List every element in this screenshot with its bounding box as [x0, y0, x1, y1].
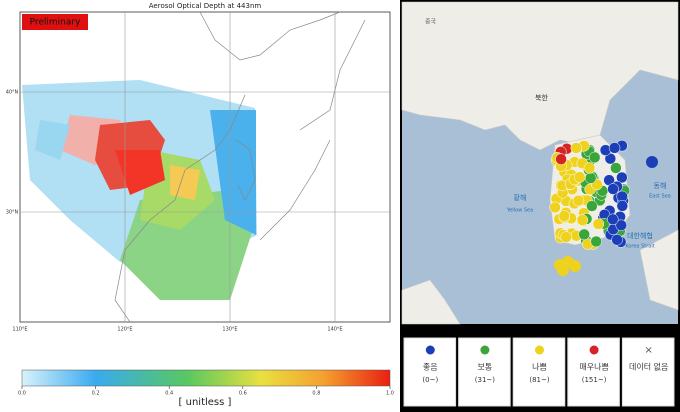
station-dot [555, 153, 567, 165]
station-dot [590, 235, 602, 248]
lon-label: 140°E [327, 327, 342, 333]
station-dot [583, 162, 596, 174]
legend-range: (151~) [582, 376, 607, 384]
colorbar-tick-label: 0.8 [312, 391, 320, 397]
map-label: Korea Strait [625, 244, 654, 250]
station-dot [616, 171, 628, 184]
lon-label: 130°E [222, 327, 237, 333]
legend-range: (31~) [475, 376, 496, 384]
station-dot [557, 264, 569, 276]
map-title: Aerosol Optical Depth at 443nm [149, 2, 262, 10]
legend-swatch [480, 345, 490, 355]
legend-range: (81~) [529, 376, 550, 384]
map-label: 북한 [535, 94, 548, 102]
map-label: Yellow Sea [506, 208, 533, 214]
colorbar-tick-label: 1.0 [386, 391, 394, 397]
legend-swatch [589, 345, 599, 355]
station-dot [576, 214, 589, 226]
map-label: 대한해협 [627, 231, 653, 240]
map-label: 중국 [425, 19, 437, 26]
station-dot [573, 171, 586, 183]
colorbar [21, 369, 391, 387]
colorbar-tick-label: 0.0 [18, 391, 26, 397]
legend-label: 좋음 [423, 363, 438, 372]
station-dot [607, 183, 619, 195]
station-dot [616, 200, 629, 212]
station-dot [569, 260, 581, 272]
legend-swatch [535, 345, 544, 355]
station-dot [549, 201, 561, 214]
lon-label: 120°E [117, 327, 132, 333]
legend-label: 보통 [478, 363, 493, 372]
station-dot [592, 218, 605, 230]
colorbar-label: [ unitless ] [179, 397, 232, 408]
station-dot [610, 162, 622, 174]
coastlines [114, 11, 366, 323]
station-dot [560, 231, 572, 243]
colorbar-tick-label: 0.6 [239, 391, 247, 397]
station-dot [558, 210, 570, 222]
station-dot [586, 200, 598, 212]
station-dot [588, 151, 601, 164]
legend-label: 데이터 없음 [629, 362, 668, 372]
station-dot [570, 142, 583, 154]
map-label: 동해 [654, 181, 667, 190]
legend-swatch [425, 345, 435, 355]
legend-x-icon: × [645, 345, 653, 356]
badge-text: Preliminary [30, 18, 81, 28]
preliminary-badge [22, 14, 88, 30]
legend-item [621, 337, 675, 407]
legend-label: 나쁨 [532, 363, 547, 372]
station-dot [607, 213, 619, 226]
legend-range: (0~) [422, 376, 438, 384]
map-label: East Sea [649, 194, 671, 200]
station-dot [615, 219, 627, 232]
legend-label: 매우나쁨 [579, 363, 608, 372]
colorbar-tick-label: 0.2 [92, 391, 100, 397]
lat-label: 40°N [6, 90, 19, 96]
station-dot [578, 228, 590, 241]
graticule [20, 12, 390, 322]
lon-label: 110°E [12, 327, 27, 333]
colorbar-tick-label: 0.4 [165, 391, 173, 397]
station-dot [584, 172, 597, 184]
station-dot [608, 142, 621, 154]
aerosol-field [22, 80, 257, 300]
map-label: 황해 [514, 193, 527, 202]
station-dot [646, 156, 658, 168]
lat-label: 30°N [6, 210, 19, 216]
station-dot [572, 194, 585, 207]
station-dot [611, 234, 623, 246]
